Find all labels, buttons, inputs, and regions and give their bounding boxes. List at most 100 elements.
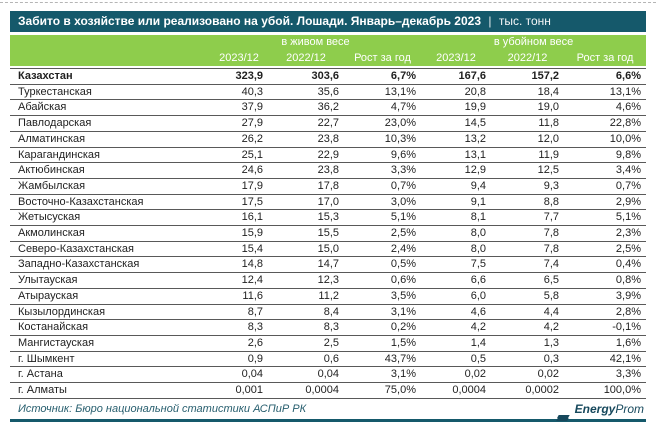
logo-text-regular: Prom bbox=[615, 401, 644, 416]
value-cell: 0,04 bbox=[268, 367, 344, 384]
value-cell: 15,4 bbox=[210, 242, 268, 258]
footer: Источник: Бюро национальной статистики А… bbox=[10, 396, 646, 422]
value-cell: 12,5 bbox=[491, 163, 564, 179]
table-row: Абайская 37,9 36,2 4,7% 19,9 19,0 4,6% bbox=[10, 100, 646, 117]
energyprom-logo: EnergyProm bbox=[555, 396, 644, 422]
region-name: Атырауская bbox=[10, 289, 210, 305]
value-cell: 37,9 bbox=[210, 100, 268, 117]
value-cell: 0,9 bbox=[210, 352, 268, 368]
value-cell: 0,2% bbox=[344, 320, 421, 336]
value-cell: 11,2 bbox=[268, 289, 344, 305]
value-cell: 0,0002 bbox=[491, 383, 564, 399]
value-cell: 15,5 bbox=[268, 226, 344, 242]
report-unit: тыс. тонн bbox=[498, 14, 551, 28]
value-cell: 12,9 bbox=[421, 163, 491, 179]
value-cell: 7,8 bbox=[491, 242, 564, 258]
value-cell: 14,5 bbox=[421, 116, 491, 132]
value-cell: 2,4% bbox=[344, 242, 421, 258]
value-cell: 26,2 bbox=[210, 132, 268, 148]
region-name: Восточно-Казахстанская bbox=[10, 195, 210, 211]
table-row: Костанайская 8,3 8,3 0,2% 4,2 4,2 -0,1% bbox=[10, 320, 646, 336]
value-cell: 9,1 bbox=[421, 195, 491, 211]
value-cell: 0,6 bbox=[268, 352, 344, 368]
value-cell: 157,2 bbox=[491, 69, 564, 85]
table-row: Жамбылская 17,9 17,8 0,7% 9,4 9,3 0,7% bbox=[10, 179, 646, 195]
value-cell: 3,4% bbox=[564, 163, 646, 179]
value-cell: 3,0% bbox=[344, 195, 421, 211]
value-cell: 2,5 bbox=[268, 336, 344, 352]
value-cell: 13,1% bbox=[344, 85, 421, 101]
value-cell: 1,5% bbox=[344, 336, 421, 352]
value-cell: 5,1% bbox=[564, 210, 646, 227]
value-cell: 14,7 bbox=[268, 257, 344, 274]
header-spacer bbox=[10, 35, 210, 51]
source-note: Источник: Бюро национальной статистики А… bbox=[18, 402, 307, 415]
value-cell: 0,5 bbox=[421, 352, 491, 368]
column-header: 2022/12 bbox=[507, 51, 548, 64]
region-name: Костанайская bbox=[10, 320, 210, 336]
value-cell: 18,4 bbox=[491, 85, 564, 101]
value-cell: 1,4 bbox=[421, 336, 491, 352]
value-cell: 19,0 bbox=[491, 100, 564, 117]
value-cell: 323,9 bbox=[210, 69, 268, 85]
value-cell: 8,1 bbox=[421, 210, 491, 227]
value-cell: 27,9 bbox=[210, 116, 268, 132]
region-name: Алматинская bbox=[10, 132, 210, 148]
column-header: Рост за год bbox=[576, 51, 634, 64]
value-cell: 6,5 bbox=[491, 273, 564, 289]
value-cell: 24,6 bbox=[210, 163, 268, 179]
region-name: Абайская bbox=[10, 100, 210, 117]
table-row: Казахстан 323,9 303,6 6,7% 167,6 157,2 6,6% bbox=[10, 69, 646, 85]
value-cell: 2,5% bbox=[564, 242, 646, 258]
region-name: Жамбылская bbox=[10, 179, 210, 195]
value-cell: 4,6 bbox=[421, 305, 491, 321]
region-name: Казахстан bbox=[10, 69, 210, 85]
value-cell: 10,3% bbox=[344, 132, 421, 148]
value-cell: 23,0% bbox=[344, 116, 421, 132]
value-cell: 22,7 bbox=[268, 116, 344, 132]
region-name: г. Шымкент bbox=[10, 352, 210, 368]
region-name: Туркестанская bbox=[10, 85, 210, 101]
bottom-accent-line bbox=[10, 419, 646, 422]
table-header: в живом весе в убойном весе 2023/12 2022… bbox=[10, 35, 647, 66]
value-cell: 9,6% bbox=[344, 148, 421, 164]
value-cell: 7,7 bbox=[491, 210, 564, 227]
region-name: Актюбинская bbox=[10, 163, 210, 179]
energyprom-icon bbox=[555, 396, 571, 422]
value-cell: 303,6 bbox=[268, 69, 344, 85]
value-cell: 6,6 bbox=[421, 273, 491, 289]
value-cell: 4,2 bbox=[491, 320, 564, 336]
value-cell: 3,1% bbox=[344, 305, 421, 321]
value-cell: 23,8 bbox=[268, 163, 344, 179]
top-dashed-separator-line bbox=[0, 2, 656, 3]
column-header: 2022/12 bbox=[286, 51, 326, 64]
value-cell: 0,5% bbox=[344, 257, 421, 274]
title-separator: | bbox=[488, 14, 492, 28]
value-cell: 12,3 bbox=[268, 273, 344, 289]
value-cell: 2,9% bbox=[564, 195, 646, 211]
value-cell: 12,0 bbox=[491, 132, 564, 148]
data-table: Казахстан 323,9 303,6 6,7% 167,6 157,2 6,6% Тур… bbox=[10, 68, 646, 399]
value-cell: 8,0 bbox=[421, 226, 491, 242]
column-header: 2023/12 bbox=[436, 51, 476, 64]
value-cell: 40,3 bbox=[210, 85, 268, 101]
value-cell: 17,5 bbox=[210, 195, 268, 211]
value-cell: 8,7 bbox=[210, 305, 268, 321]
region-name: Кызылординская bbox=[10, 305, 210, 321]
value-cell: 6,6% bbox=[564, 69, 646, 85]
value-cell: 7,4 bbox=[491, 257, 564, 274]
region-name: Западно-Казахстанская bbox=[10, 257, 210, 274]
column-group-live-weight: в живом весе bbox=[281, 36, 350, 48]
value-cell: 2,5% bbox=[344, 226, 421, 242]
value-cell: 25,1 bbox=[210, 148, 268, 164]
value-cell: 2,3% bbox=[564, 226, 646, 242]
value-cell: 4,6% bbox=[564, 100, 646, 117]
value-cell: 1,6% bbox=[564, 336, 646, 352]
table-row: г. Алматы 0,001 0,0004 75,0% 0,0004 0,0002 100… bbox=[10, 383, 646, 399]
value-cell: 0,0004 bbox=[268, 383, 344, 399]
value-cell: 15,3 bbox=[268, 210, 344, 227]
value-cell: 15,9 bbox=[210, 226, 268, 242]
table-row: Мангистауская 2,6 2,5 1,5% 1,4 1,3 1,6% bbox=[10, 336, 646, 352]
region-name: Карагандинская bbox=[10, 148, 210, 164]
value-cell: 35,6 bbox=[268, 85, 344, 101]
